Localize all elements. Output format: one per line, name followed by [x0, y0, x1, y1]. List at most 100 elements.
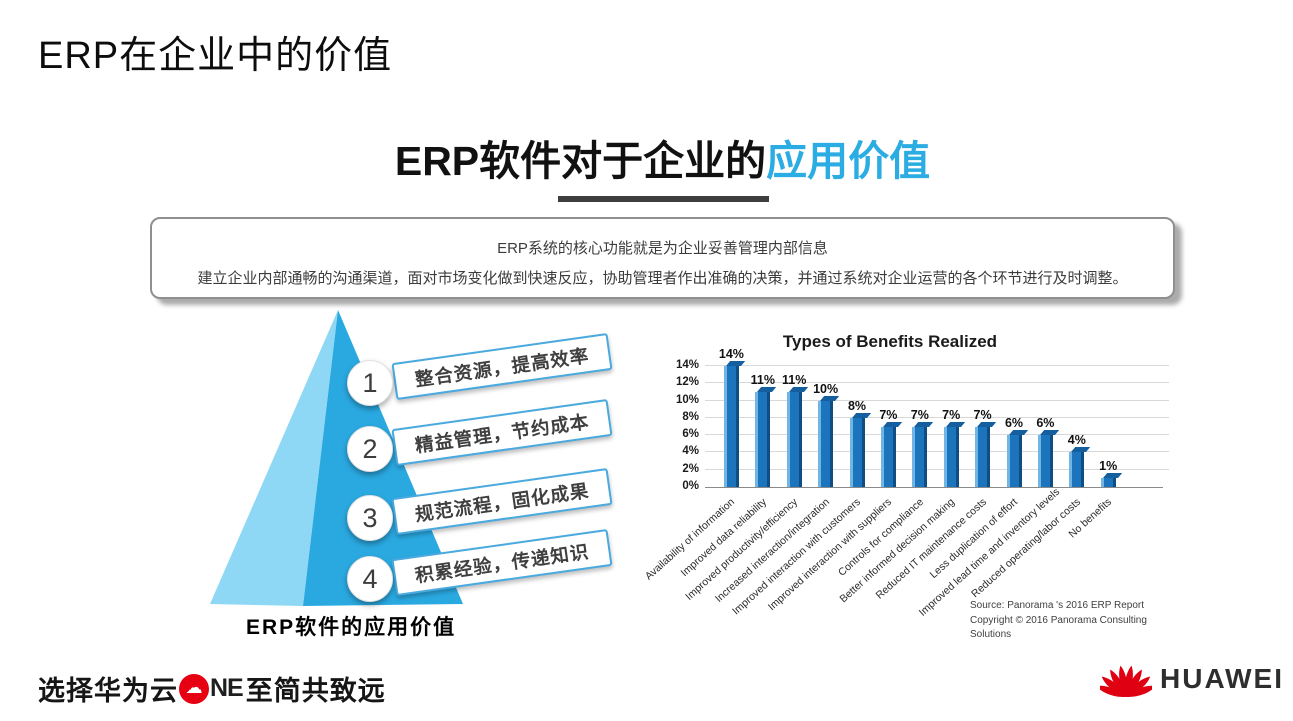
bar-shade: [1112, 478, 1116, 487]
y-tick-12%: 12%: [675, 376, 699, 389]
bar-value-label-4: 10%: [813, 381, 839, 396]
bar-top-cap: [882, 421, 903, 427]
bar-3: [786, 386, 808, 487]
bar-shade: [798, 391, 802, 487]
gridline-8: [705, 416, 1169, 418]
heading-black-part: ERP软件对于企业的: [394, 138, 767, 184]
bar-10: [1006, 430, 1028, 487]
bar-value-label-7: 7%: [910, 407, 929, 422]
huawei-logo: HUAWEI: [1100, 656, 1284, 702]
bar-highlight: [880, 426, 884, 487]
y-tick-10%: 10%: [675, 393, 699, 406]
y-tick-4%: 4%: [682, 445, 699, 458]
chart-source-note: Source: Panorama 's 2016 ERP Report Copy…: [970, 599, 1185, 643]
bar-shade: [1081, 452, 1085, 487]
pyramid-caption: ERP软件的应用价值: [246, 616, 457, 639]
bar-13: [1100, 473, 1122, 487]
huawei-cloud-slogan: 选择华为云 ☁ NE 至简共致远: [38, 669, 386, 708]
one-logo-letters: NE: [210, 674, 244, 702]
bar-shade: [924, 426, 928, 487]
bar-value-label-8: 7%: [942, 407, 961, 422]
bar-top-cap: [757, 386, 777, 392]
bar-highlight: [1100, 478, 1104, 487]
bar-value-label-11: 6%: [1036, 416, 1055, 431]
bar-shade: [892, 426, 896, 487]
bar-value-label-2: 11%: [750, 372, 775, 387]
bar-12: [1069, 447, 1091, 487]
intro-line-2: 建立企业内部通畅的沟通渠道，面对市场变化做到快速反应，协助管理者作出准确的决策，…: [197, 270, 1128, 287]
bar-highlight: [723, 366, 727, 487]
slide-heading: ERP软件对于企业的应用价值: [32, 127, 1293, 187]
bar-highlight: [1069, 452, 1073, 487]
gridline-10: [705, 399, 1169, 401]
pyramid-step-number-3: 3: [347, 495, 393, 541]
bar-shade: [767, 391, 771, 487]
bar-highlight: [943, 426, 947, 487]
chart-plot-area: [705, 361, 1169, 488]
bar-shade: [1049, 435, 1053, 487]
bar-top-cap: [914, 421, 934, 427]
bar-shade: [987, 426, 991, 487]
intro-card: ERP系统的核心功能就是为企业妥善管理内部信息 建立企业内部通畅的沟通渠道，面对…: [150, 217, 1175, 299]
bar-highlight: [786, 391, 790, 487]
bar-9: [975, 421, 997, 487]
bar-5: [849, 412, 871, 487]
bar-7: [912, 421, 934, 487]
bar-1: [723, 361, 746, 487]
bar-top-cap: [945, 421, 965, 427]
heading-underline-bar: [558, 196, 769, 202]
bar-value-label-5: 8%: [847, 398, 867, 413]
bar-6: [880, 421, 903, 487]
bar-top-cap: [1102, 473, 1122, 479]
y-tick-6%: 6%: [682, 428, 699, 441]
bar-2: [755, 386, 777, 487]
cloud-icon: ☁: [179, 673, 209, 704]
page-title: ERP在企业中的价值: [38, 35, 393, 77]
bar-highlight: [1037, 435, 1041, 487]
gridline-4: [705, 451, 1169, 453]
bar-value-label-3: 11%: [782, 372, 807, 387]
pyramid-step-number-4: 4: [347, 556, 393, 602]
bar-highlight: [1006, 435, 1010, 487]
chart-source-line2: Copyright © 2016 Panorama Consulting Sol…: [970, 614, 1147, 641]
intro-line-1: ERP系统的核心功能就是为企业妥善管理内部信息: [497, 240, 828, 257]
bar-value-label-6: 7%: [879, 407, 898, 422]
bar-value-label-9: 7%: [973, 407, 992, 422]
bar-value-label-1: 14%: [718, 347, 744, 361]
pyramid-step-number-2: 2: [347, 426, 393, 472]
bar-shade: [830, 400, 834, 487]
bar-11: [1037, 430, 1060, 487]
bar-shade: [955, 426, 959, 487]
bar-shade: [735, 366, 739, 487]
y-tick-0%: 0%: [682, 480, 699, 492]
gridline-6: [705, 434, 1169, 436]
pyramid-step-number-1: 1: [347, 360, 393, 406]
bar-value-label-12: 4%: [1067, 433, 1086, 448]
y-tick-8%: 8%: [682, 410, 699, 423]
bar-highlight: [818, 400, 822, 487]
y-tick-14%: 14%: [675, 359, 699, 371]
benefits-bar-chart: Types of Benefits Realized 0% 2% 4% 6% 8% 10%…: [643, 326, 1185, 666]
slogan-prefix: 选择华为云: [38, 676, 178, 706]
bar-value-label-13: 1%: [1099, 459, 1118, 474]
heading-blue-part: 应用价值: [766, 138, 931, 184]
bar-highlight: [849, 417, 853, 487]
bar-shade: [1018, 435, 1022, 487]
bar-highlight: [975, 426, 979, 487]
gridline-14: [705, 365, 1169, 366]
bar-shade: [861, 417, 865, 487]
gridline-12: [705, 382, 1169, 384]
gridline-2: [705, 468, 1169, 470]
huawei-wordmark: HUAWEI: [1160, 663, 1284, 694]
bar-4: [818, 395, 840, 487]
chart-source-line1: Source: Panorama 's 2016 ERP Report: [970, 600, 1145, 611]
bar-8: [943, 421, 965, 487]
pyramid-left-face: [210, 310, 338, 606]
y-tick-2%: 2%: [682, 462, 699, 475]
bar-value-label-10: 6%: [1004, 416, 1024, 431]
bar-highlight: [755, 391, 759, 487]
chart-title: Types of Benefits Realized: [782, 332, 998, 351]
bar-highlight: [912, 426, 916, 487]
slogan-suffix: 至简共致远: [245, 676, 386, 706]
